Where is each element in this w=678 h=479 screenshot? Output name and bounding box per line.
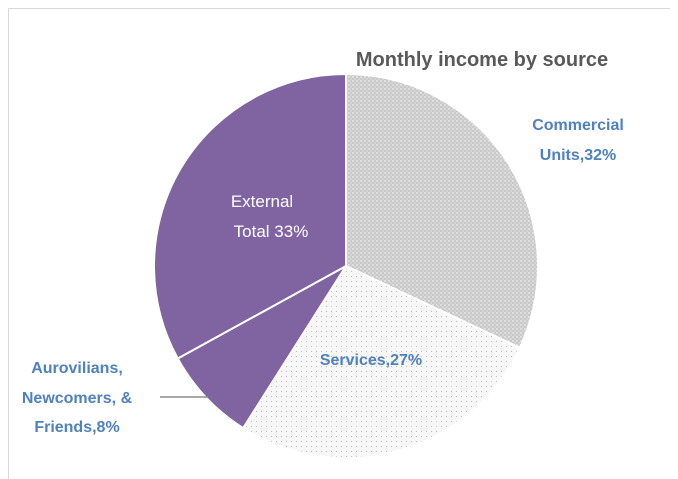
- slice-label-services: Services,27%: [320, 352, 422, 369]
- slice-label-commercial-line1: Commercial: [532, 117, 624, 134]
- slice-label-aurovilians-line2: Newcomers, &: [22, 390, 133, 407]
- slice-label-commercial-line2: Units,32%: [540, 147, 616, 164]
- slice-label-aurovilians: Aurovilians, Newcomers, & Friends,8%: [22, 360, 133, 436]
- slice-services: [241, 264, 522, 459]
- pie-slices: [153, 72, 539, 459]
- slice-label-external-line2: Total 33%: [234, 222, 309, 241]
- slice-label-external-line1: External: [231, 192, 293, 211]
- slice-label-external: External Total 33%: [231, 192, 309, 241]
- slice-commercial: [345, 72, 539, 350]
- slice-label-commercial: Commercial Units,32%: [532, 117, 624, 164]
- slice-label-aurovilians-line1: Aurovilians,: [31, 360, 123, 377]
- slice-label-services-line1: Services,27%: [320, 352, 422, 369]
- chart-title: Monthly income by source: [356, 49, 608, 71]
- slice-label-aurovilians-line3: Friends,8%: [34, 419, 119, 436]
- chart-frame: [8, 8, 670, 479]
- slice-external: [153, 72, 347, 360]
